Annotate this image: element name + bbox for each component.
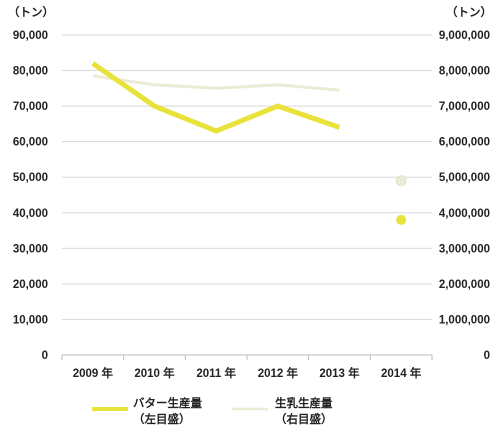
series-line-butter	[91, 61, 341, 134]
legend-label-butter: バター生産量	[133, 396, 202, 410]
x-tick-label: 2013 年	[319, 366, 360, 380]
right-tick-label: 6,000,000	[439, 137, 490, 149]
x-axis-ticks: 2009 年 2010 年 2011 年 2012 年 2013 年 2014 年	[73, 366, 422, 380]
left-tick-label: 80,000	[13, 66, 48, 78]
legend-sublabel-milk: （右目盛）	[275, 412, 333, 426]
right-tick-label: 1,000,000	[439, 314, 490, 326]
left-tick-label: 30,000	[13, 243, 48, 255]
legend: バター生産量 （左目盛） 生乳生産量 （右目盛）	[92, 396, 333, 426]
legend-sublabel-butter: （左目盛）	[133, 412, 191, 426]
left-axis-unit: （トン）	[8, 5, 54, 19]
right-tick-label: 7,000,000	[439, 101, 490, 113]
right-axis-ticks: 0 1,000,000 2,000,000 3,000,000 4,000,000 5,0…	[439, 30, 490, 362]
left-tick-label: 10,000	[13, 314, 48, 326]
right-axis-unit: （トン）	[446, 5, 492, 19]
left-tick-label: 50,000	[13, 172, 48, 184]
left-tick-label: 90,000	[13, 30, 48, 42]
x-tick-label: 2009 年	[73, 366, 114, 380]
point-milk-2014	[395, 175, 407, 187]
left-tick-label: 0	[42, 350, 48, 362]
left-tick-label: 70,000	[13, 101, 48, 113]
grid-lines	[62, 34, 432, 320]
series-layer	[91, 61, 407, 225]
legend-label-milk: 生乳生産量	[275, 396, 333, 410]
right-tick-label: 0	[484, 350, 490, 362]
x-tick-label: 2010 年	[134, 366, 175, 380]
right-tick-label: 2,000,000	[439, 279, 490, 291]
left-tick-label: 40,000	[13, 208, 48, 220]
right-tick-label: 4,000,000	[439, 208, 490, 220]
right-tick-label: 8,000,000	[439, 66, 490, 78]
left-tick-label: 20,000	[13, 279, 48, 291]
x-tick-label: 2012 年	[258, 366, 299, 380]
x-tick-label: 2014 年	[381, 366, 422, 380]
right-tick-label: 3,000,000	[439, 243, 490, 255]
axes	[61, 354, 433, 360]
left-axis-ticks: 0 10,000 20,000 30,000 40,000 50,000 60,000 70,…	[13, 30, 48, 362]
right-tick-label: 5,000,000	[439, 172, 490, 184]
point-butter-2014	[396, 214, 407, 225]
left-tick-label: 60,000	[13, 137, 48, 149]
right-tick-label: 9,000,000	[439, 30, 490, 42]
x-tick-label: 2011 年	[196, 366, 236, 380]
series-line-milk	[92, 74, 340, 92]
